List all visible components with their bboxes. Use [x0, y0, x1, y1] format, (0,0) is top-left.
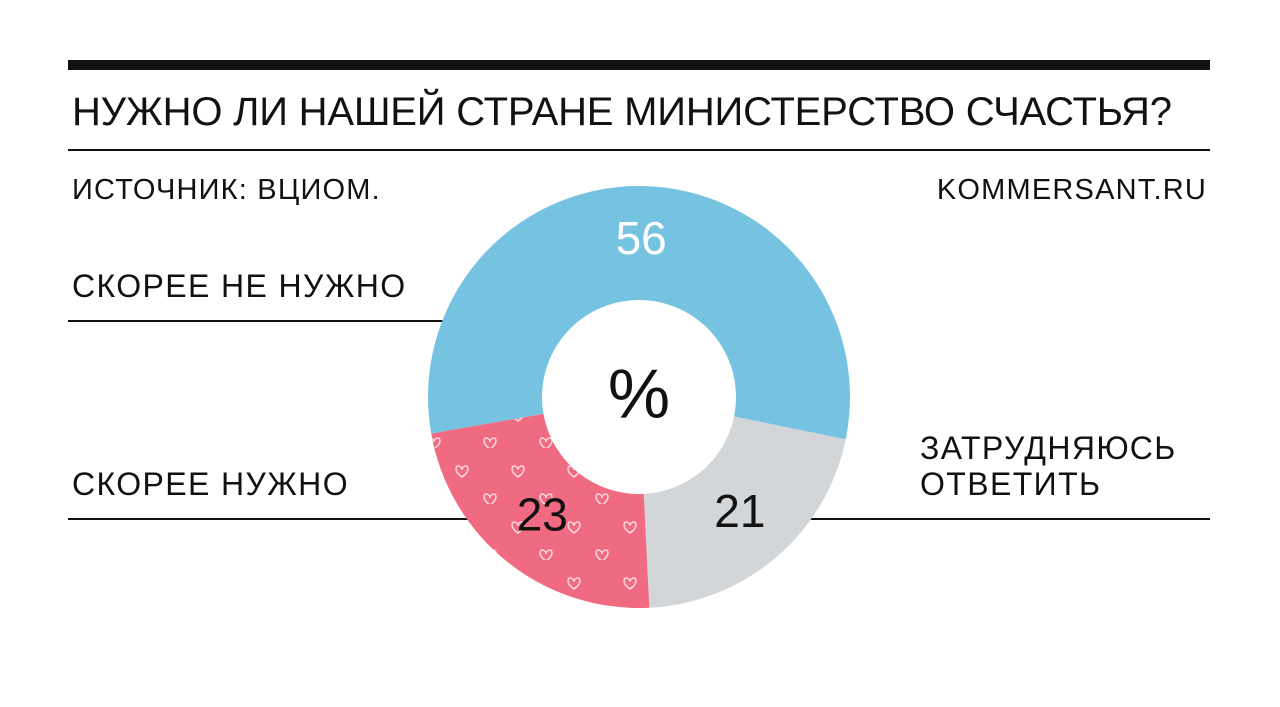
value-label-1: 56 — [616, 212, 667, 264]
label-hard-to-say: ЗАТРУДНЯЮСЬ ОТВЕТИТЬ — [920, 430, 1177, 502]
value-labels: 56 21 23 — [517, 212, 766, 540]
title-divider — [68, 149, 1210, 151]
label-rather-not-needed: СКОРЕЕ НЕ НУЖНО — [72, 268, 407, 304]
leader-line-rather-not-needed — [68, 320, 448, 322]
donut-hole — [542, 300, 736, 494]
value-label-2: 21 — [714, 485, 765, 537]
source-text: ИСТОЧНИК: ВЦИОМ. — [72, 174, 381, 206]
value-label-3: 23 — [517, 488, 568, 540]
leader-line-hard-to-say — [808, 518, 1210, 520]
leader-line-rather-needed — [68, 518, 468, 520]
chart-title: НУЖНО ЛИ НАШЕЙ СТРАНЕ МИНИСТЕРСТВО СЧАСТ… — [72, 90, 1172, 134]
label-rather-needed: СКОРЕЕ НУЖНО — [72, 466, 349, 502]
site-link[interactable]: KOMMERSANT.RU — [936, 174, 1207, 206]
center-percent-symbol: % — [608, 354, 670, 432]
top-rule — [68, 60, 1210, 70]
